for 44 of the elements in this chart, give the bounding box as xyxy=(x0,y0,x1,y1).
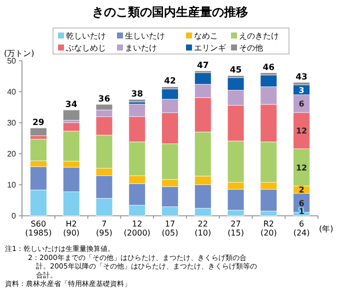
legend-label: 乾しいたけ xyxy=(66,32,106,40)
total-label: 46 xyxy=(262,62,275,73)
y-tick-label: 10 xyxy=(7,180,17,190)
x-axis-title: (年) xyxy=(319,224,334,234)
total-label: 47 xyxy=(196,60,209,71)
x-tick-label: H2 (90) xyxy=(63,220,80,238)
total-label: 43 xyxy=(296,72,308,82)
legend-label: 生しいたけ xyxy=(125,32,165,40)
chart-title: きのこ類の国内生産量の推移 xyxy=(92,5,248,19)
legend-label: ぶなしめじ xyxy=(66,44,106,52)
x-tick-label: 6 (24) xyxy=(293,220,310,238)
bar xyxy=(30,128,47,136)
total-label: 29 xyxy=(32,118,44,128)
legend-label: えのきたけ xyxy=(239,32,279,40)
x-tick-label: 27 (15) xyxy=(228,220,244,238)
y-tick-label: 40 xyxy=(7,87,17,96)
total-label: 34 xyxy=(65,100,78,110)
data-label: 6 xyxy=(298,198,305,208)
y-tick-label: 20 xyxy=(7,149,17,158)
total-label: 36 xyxy=(98,94,110,104)
legend-label: その他 xyxy=(239,44,263,52)
bar xyxy=(128,99,146,102)
bar xyxy=(62,110,80,120)
legend-label: エリンギ xyxy=(194,44,226,52)
x-tick-label: 17 (05) xyxy=(162,220,178,238)
x-tick-label: 7 (95) xyxy=(96,220,112,238)
y-axis-title: (万トン) xyxy=(4,49,34,58)
legend-label: まいたけ xyxy=(125,44,157,52)
data-label: 12 xyxy=(296,163,308,172)
x-tick-label: R2 (20) xyxy=(260,220,277,238)
y-tick-label: 0 xyxy=(12,211,17,220)
total-label: 42 xyxy=(164,76,176,87)
y-tick-label: 30 xyxy=(7,118,17,128)
x-tick-label: 12 (2000) xyxy=(124,220,150,238)
data-label: 6 xyxy=(298,100,305,109)
total-label: 45 xyxy=(230,66,242,76)
total-label: 38 xyxy=(131,89,144,100)
data-label: 12 xyxy=(296,126,308,136)
data-label: 3 xyxy=(298,86,304,95)
y-tick-label: 50 xyxy=(7,56,17,66)
legend-label: なめこ xyxy=(194,32,218,40)
x-tick-label: S60 (1985) xyxy=(25,220,52,238)
x-tick-label: 22 (10) xyxy=(194,220,212,238)
data-label: 2 xyxy=(298,186,304,195)
